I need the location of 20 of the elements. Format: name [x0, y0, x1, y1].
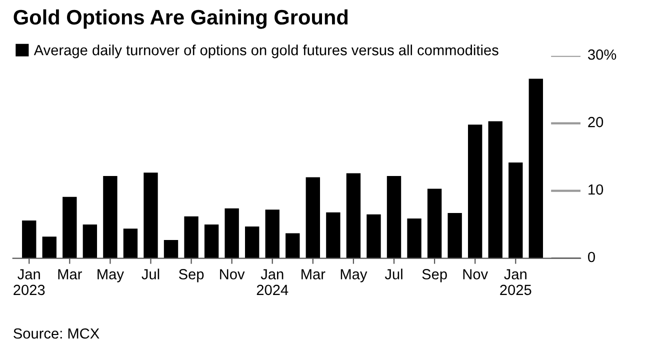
x-tick-label: Mar [58, 269, 82, 280]
x-tick-label: Nov [463, 269, 488, 280]
x-tick-label: Jul [384, 268, 402, 280]
x-tick-label: May [98, 269, 124, 282]
x-tick-label: Sep [178, 269, 204, 282]
x-tick-label: Nov [220, 269, 245, 280]
source-note: Source: MCX [14, 328, 100, 339]
y-tick-label: 30% [588, 49, 616, 60]
chart-title: Gold Options Are Gaining Ground [14, 9, 348, 29]
y-tick-label: 0 [588, 252, 595, 262]
x-tick-label: Jan 2024 [256, 269, 288, 296]
y-tick-label: 10 [588, 184, 604, 195]
y-tick-label: 20 [588, 116, 604, 128]
x-tick-label: Mar [302, 269, 326, 280]
x-tick-label: May [340, 269, 368, 282]
x-tick-label: Jan 2023 [14, 269, 45, 296]
x-tick-label: Sep [422, 269, 447, 282]
legend-label: Average daily turnover of options on gold futures versus all commodities [34, 44, 498, 58]
x-tick-label: Jan 2025 [500, 269, 532, 296]
x-tick-label: Jul [142, 268, 160, 280]
